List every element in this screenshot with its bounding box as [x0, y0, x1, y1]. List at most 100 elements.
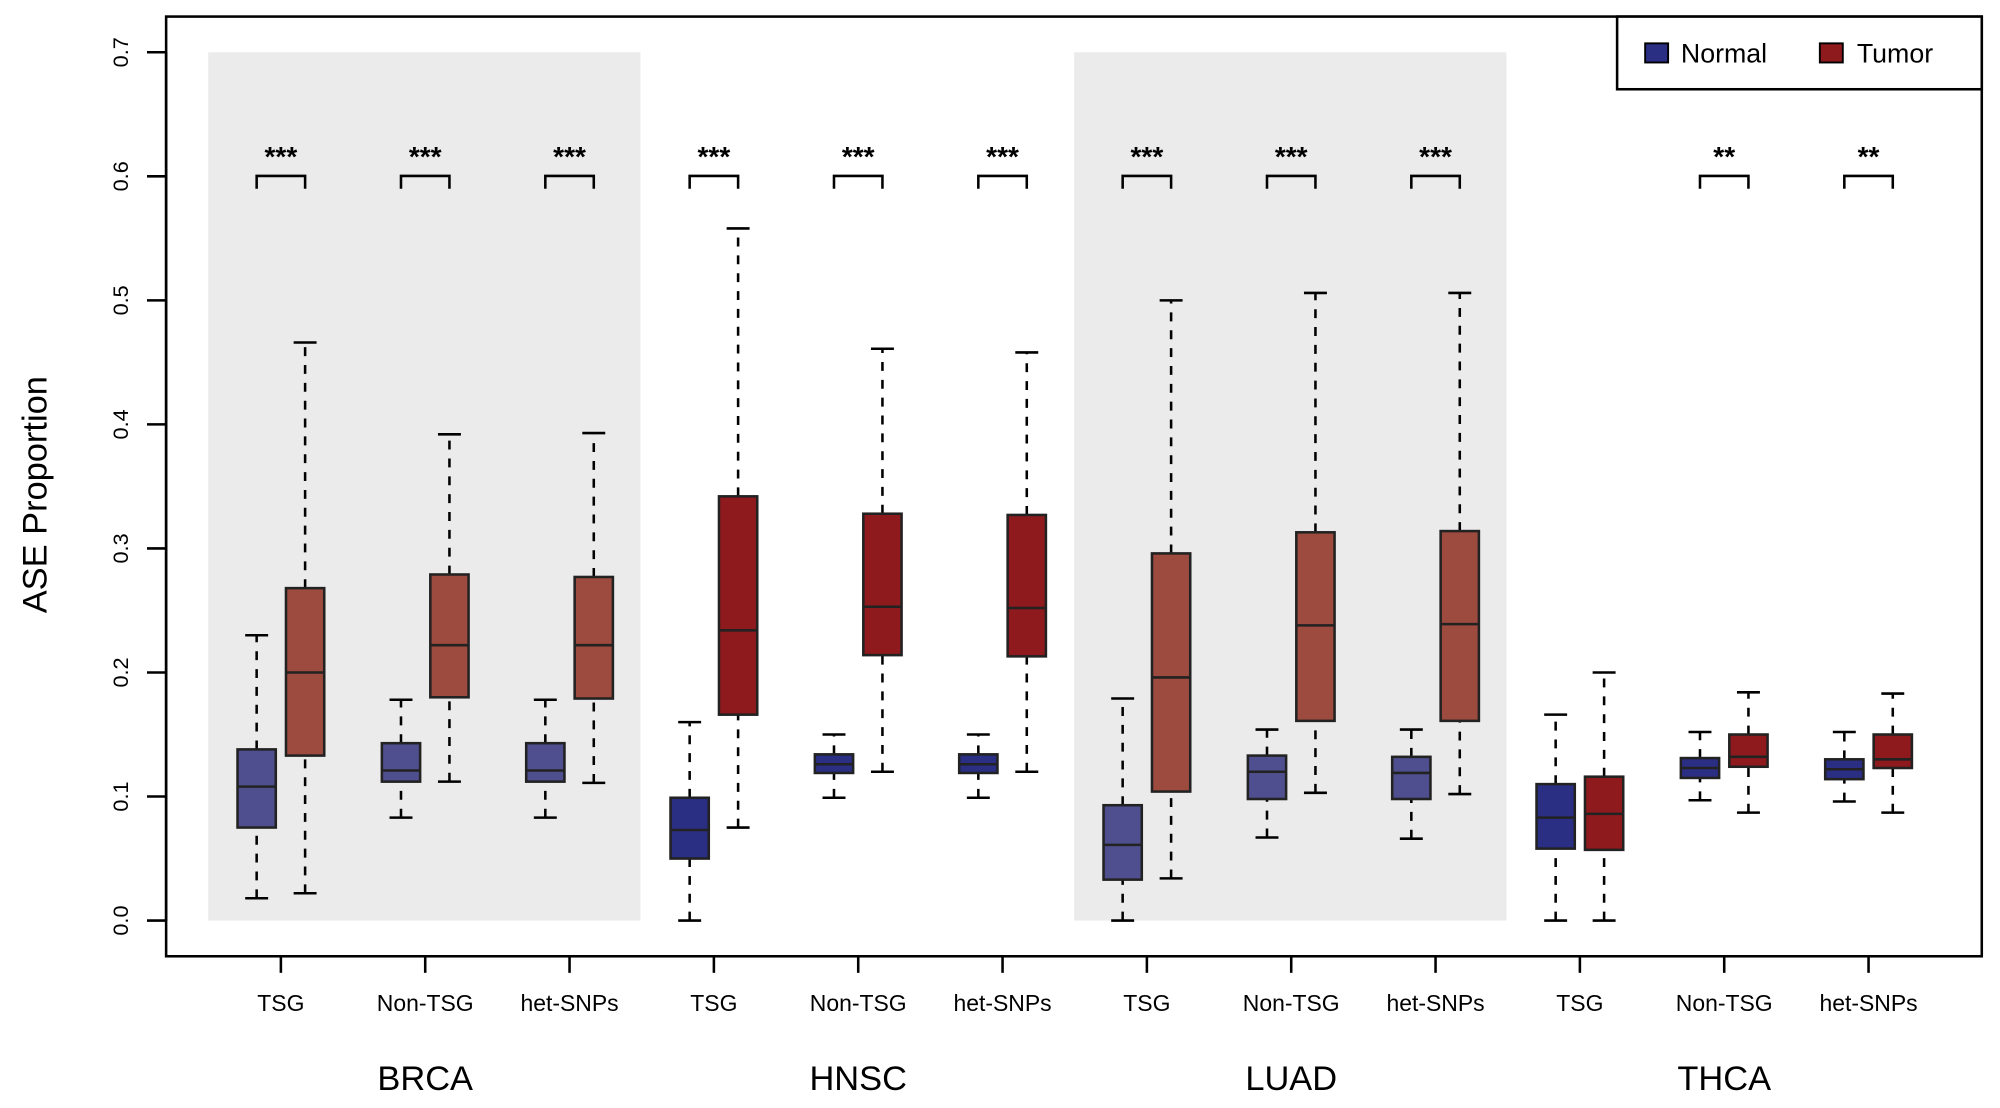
significance-label: *** — [265, 141, 298, 172]
significance-label: *** — [986, 141, 1019, 172]
box-luad-het-snps-normal — [1390, 728, 1432, 840]
group-label-hnsc: HNSC — [809, 1060, 907, 1098]
shaded-backgrounds — [208, 52, 1507, 921]
significance-bracket — [1698, 174, 1750, 189]
box-luad-tsg-normal — [1102, 697, 1144, 922]
box-luad-non-tsg-tumor — [1295, 291, 1336, 795]
box-luad-non-tsg-normal — [1246, 728, 1288, 839]
significance-bracket — [255, 174, 307, 189]
y-tick-label: 0.7 — [108, 37, 133, 67]
iqr-box — [380, 741, 422, 783]
significance-label: *** — [409, 141, 442, 172]
iqr-box — [1728, 733, 1769, 769]
x-tick-label: Non-TSG — [377, 990, 474, 1016]
iqr-box — [1006, 513, 1048, 658]
y-tick-label: 0.4 — [108, 409, 133, 439]
iqr-box — [573, 575, 615, 700]
x-tick-label: Non-TSG — [810, 990, 907, 1016]
box-luad-tsg-tumor — [1150, 299, 1192, 880]
x-tick-label: het-SNPs — [953, 990, 1051, 1016]
box-brca-tsg-tumor — [284, 341, 326, 895]
iqr-box — [1439, 529, 1481, 723]
boxes: *** *** *** *** *** *** *** *** *** ** ** — [236, 141, 1914, 922]
y-tick-label: 0.6 — [108, 161, 133, 191]
iqr-box — [862, 512, 903, 657]
significance-label: *** — [842, 141, 875, 172]
x-tick-label: TSG — [1556, 990, 1603, 1016]
box-brca-tsg-normal — [236, 633, 278, 900]
box-brca-non-tsg-normal — [380, 698, 422, 819]
significance-bracket — [1843, 174, 1895, 189]
box-thca-tsg-normal — [1535, 713, 1577, 922]
box-hnsc-het-snps-tumor — [1006, 351, 1048, 773]
significance-bracket — [688, 174, 740, 189]
x-tick-label: TSG — [690, 990, 737, 1016]
legend: Normal Tumor — [1615, 15, 1984, 91]
significance-bracket — [1410, 174, 1462, 189]
box-thca-het-snps-normal — [1823, 730, 1865, 803]
group-label-thca: THCA — [1677, 1060, 1771, 1098]
significance-bracket — [1121, 174, 1173, 189]
y-axis: 0.0 0.1 0.2 0.3 0.4 0.5 0.6 0.7 — [108, 37, 168, 936]
box-hnsc-tsg-tumor — [717, 227, 759, 829]
box-hnsc-tsg-normal — [669, 720, 711, 922]
iqr-box — [236, 748, 278, 829]
iqr-box — [1150, 552, 1192, 793]
y-tick-label: 0.1 — [108, 781, 133, 811]
iqr-box — [429, 573, 470, 699]
x-tick-label: Non-TSG — [1676, 990, 1773, 1016]
legend-label-normal: Normal — [1681, 38, 1767, 68]
y-tick-label: 0.2 — [108, 657, 133, 687]
x-tick-label: TSG — [257, 990, 304, 1016]
x-tick-label: het-SNPs — [520, 990, 618, 1016]
significance-bracket — [832, 174, 884, 189]
group-background-brca — [208, 52, 641, 921]
x-tick-label: Non-TSG — [1243, 990, 1340, 1016]
y-tick-label: 0.0 — [108, 906, 133, 936]
group-background-luad — [1074, 52, 1507, 921]
box-hnsc-non-tsg-normal — [813, 733, 855, 800]
significance-bracket — [544, 174, 596, 189]
significance-bracket — [1265, 174, 1317, 189]
iqr-box — [1390, 755, 1432, 801]
iqr-box — [717, 495, 759, 716]
box-thca-tsg-tumor — [1583, 671, 1625, 922]
significance-label: *** — [698, 141, 731, 172]
x-tick-label: TSG — [1123, 990, 1170, 1016]
y-axis-label: ASE Proportion — [16, 376, 54, 613]
y-tick-label: 0.5 — [108, 285, 133, 315]
box-thca-non-tsg-tumor — [1728, 691, 1769, 814]
box-hnsc-het-snps-normal — [957, 733, 999, 800]
x-tick-label: het-SNPs — [1819, 990, 1917, 1016]
x-tick-label: het-SNPs — [1386, 990, 1484, 1016]
box-thca-non-tsg-normal — [1679, 730, 1721, 802]
box-brca-het-snps-tumor — [573, 431, 615, 785]
legend-label-tumor: Tumor — [1857, 38, 1933, 68]
y-tick-label: 0.3 — [108, 533, 133, 563]
legend-box — [1615, 15, 1984, 91]
significance-label: ** — [1713, 141, 1735, 172]
legend-swatch-normal — [1644, 42, 1670, 64]
iqr-box — [669, 796, 711, 860]
group-label-luad: LUAD — [1245, 1060, 1337, 1098]
group-label-brca: BRCA — [377, 1060, 473, 1098]
significance-label: *** — [1275, 141, 1308, 172]
significance-bracket — [399, 174, 451, 189]
box-brca-het-snps-normal — [524, 698, 566, 819]
significance-bracket — [977, 174, 1029, 189]
significance-label: ** — [1858, 141, 1880, 172]
box-luad-het-snps-tumor — [1439, 291, 1481, 796]
box-hnsc-non-tsg-tumor — [862, 347, 903, 773]
iqr-box — [1872, 733, 1914, 770]
iqr-box — [524, 741, 566, 783]
significance-label: *** — [553, 141, 586, 172]
x-axis: BRCA TSG Non-TSG het-SNPs HNSC TSG Non-TSG het-… — [257, 956, 1918, 1098]
legend-swatch-tumor — [1818, 42, 1844, 64]
significance-label: *** — [1131, 141, 1164, 172]
box-brca-non-tsg-tumor — [429, 433, 470, 783]
iqr-box — [1246, 754, 1288, 801]
significance-label: *** — [1419, 141, 1452, 172]
box-thca-het-snps-tumor — [1872, 692, 1914, 814]
iqr-box — [1102, 803, 1144, 881]
